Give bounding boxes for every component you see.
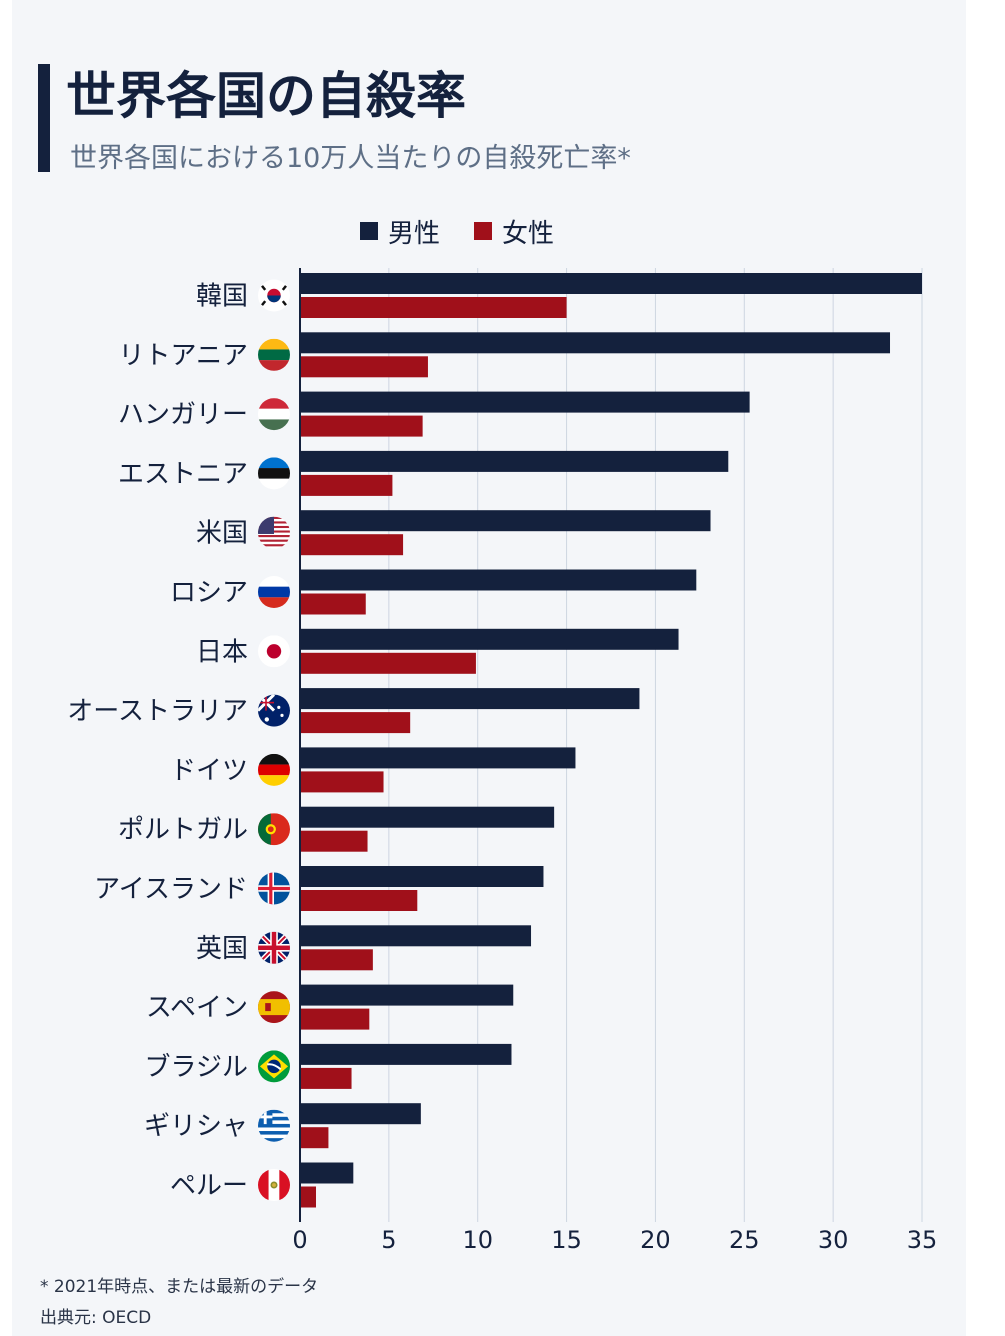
title-accent-bar [38, 64, 50, 172]
bar-male [300, 332, 891, 354]
bar-male [300, 628, 679, 650]
lithuania-flag-icon [258, 338, 290, 371]
x-tick-label: 10 [462, 1226, 493, 1254]
bar-female [300, 1127, 329, 1149]
bar-female [300, 1067, 352, 1089]
bar-male [300, 510, 711, 532]
spain-flag-icon [258, 991, 290, 1024]
bar-chart: 韓国リトアニアハンガリーエストニア米国ロシア日本オーストラリアドイツポルトガルア… [67, 268, 938, 1254]
bar-female [300, 356, 428, 378]
x-tick-label: 5 [381, 1226, 396, 1254]
footnote: * 2021年時点、または最新のデータ [40, 1277, 319, 1297]
bar-male [300, 569, 697, 591]
japan-flag-icon [258, 635, 290, 668]
bar-female [300, 593, 366, 615]
country-label: ペルー [170, 1171, 248, 1201]
uk-flag-icon [258, 931, 290, 964]
x-tick-label: 25 [729, 1226, 760, 1254]
bar-female [300, 474, 393, 496]
country-label: 英国 [196, 934, 248, 964]
x-tick-label: 35 [907, 1226, 938, 1254]
source-note: 出典元: OECD [40, 1308, 152, 1328]
estonia-flag-icon [258, 457, 290, 490]
portugal-flag-icon [258, 813, 290, 846]
chart-title: 世界各国の自殺率 [66, 67, 466, 125]
legend-item-male: 男性 [360, 213, 440, 250]
brazil-flag-icon [258, 1050, 290, 1083]
greece-flag-icon [258, 1109, 290, 1142]
iceland-flag-icon [258, 872, 290, 905]
bar-male [300, 866, 544, 887]
country-label: ロシア [170, 578, 248, 608]
bar-female [300, 712, 411, 734]
country-label: 日本 [196, 637, 248, 667]
russia-flag-icon [258, 576, 290, 608]
bar-male [300, 1043, 512, 1065]
bar-female [300, 1008, 370, 1030]
country-label: アイスランド [94, 875, 248, 905]
country-label: ギリシャ [144, 1112, 248, 1142]
country-label: エストニア [118, 459, 248, 489]
country-label: 米国 [196, 519, 248, 549]
legend-swatch-female [474, 222, 493, 240]
country-label: オーストラリア [67, 697, 248, 727]
legend-swatch-male [360, 222, 378, 240]
bar-female [300, 771, 384, 793]
legend-label-female: 女性 [502, 218, 555, 249]
x-tick-label: 15 [551, 1226, 582, 1254]
x-tick-label: 0 [292, 1226, 307, 1254]
bar-female [300, 949, 373, 971]
chart-subtitle: 世界各国における10万人当たりの自殺死亡率* [70, 143, 631, 174]
bar-male [300, 1103, 421, 1125]
bar-male [300, 984, 514, 1006]
bar-female [300, 652, 476, 674]
country-label: ポルトガル [118, 815, 248, 845]
legend: 男性 女性 [360, 213, 554, 249]
bar-female [300, 890, 418, 911]
bar-male [300, 806, 555, 828]
usa-flag-icon [258, 516, 290, 549]
bar-male [300, 273, 922, 294]
germany-flag-icon [258, 753, 290, 786]
bar-male [300, 1162, 354, 1184]
country-label: ブラジル [145, 1052, 248, 1082]
legend-label-male: 男性 [388, 218, 441, 249]
bar-male [300, 450, 729, 472]
australia-flag-icon [258, 694, 290, 727]
bar-female [300, 830, 368, 852]
korea-flag-icon [258, 279, 290, 312]
bar-female [300, 1186, 316, 1208]
bar-male [300, 925, 532, 947]
hungary-flag-icon [258, 398, 290, 431]
country-label: 韓国 [196, 282, 248, 312]
peru-flag-icon [258, 1169, 290, 1201]
country-label: スペイン [146, 993, 248, 1023]
x-tick-label: 20 [640, 1226, 671, 1254]
country-label: ドイツ [170, 756, 248, 786]
bar-male [300, 688, 640, 710]
bar-male [300, 747, 576, 769]
country-label: ハンガリー [118, 400, 248, 430]
bar-female [300, 297, 567, 318]
bar-female [300, 534, 404, 556]
country-label: リトアニア [119, 341, 248, 371]
bar-female [300, 415, 423, 437]
legend-item-female: 女性 [474, 213, 554, 250]
bar-male [300, 391, 750, 413]
x-tick-label: 30 [818, 1226, 849, 1254]
